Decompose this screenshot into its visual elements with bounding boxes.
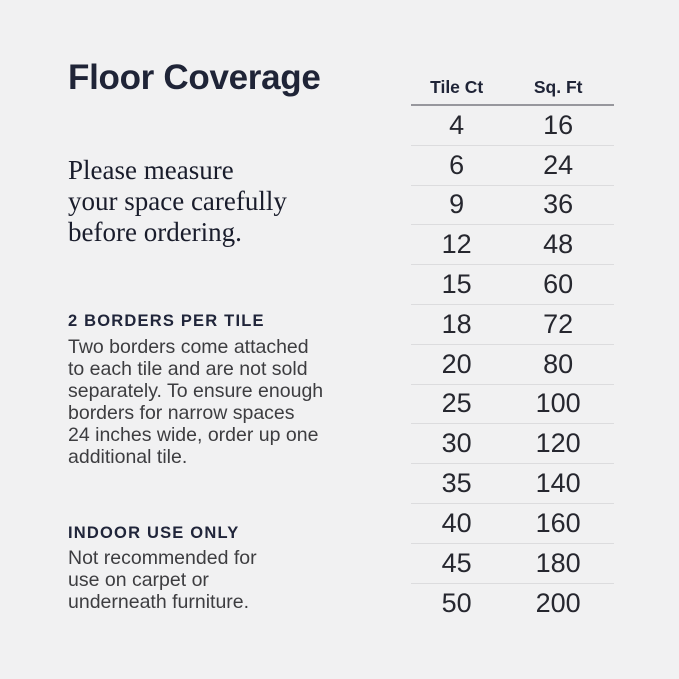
tile-count-cell: 18	[441, 308, 472, 339]
table-row: 45 180	[411, 544, 614, 584]
table-header-row: Tile Ct Sq. Ft	[411, 70, 614, 106]
measure-notice: Please measure your space carefully befo…	[68, 155, 287, 247]
column-header-tile-ct: Tile Ct	[430, 76, 484, 97]
tile-count-cell: 6	[449, 149, 465, 180]
table-row: 12 48	[411, 225, 614, 266]
tile-count-cell: 50	[441, 587, 472, 618]
sq-ft-cell: 180	[535, 547, 581, 578]
table-row: 20 80	[411, 345, 614, 385]
tile-count-cell: 40	[441, 507, 472, 538]
sq-ft-cell: 100	[535, 388, 581, 419]
table-row: 30 120	[411, 424, 614, 465]
sq-ft-cell: 16	[543, 109, 574, 140]
tile-count-cell: 9	[449, 189, 465, 220]
sq-ft-cell: 160	[535, 507, 581, 538]
table-row: 15 60	[411, 265, 614, 305]
tile-count-cell: 4	[449, 109, 465, 140]
sq-ft-cell: 24	[543, 149, 574, 180]
borders-section-body: Two borders come attached to each tile a…	[68, 336, 324, 468]
tile-count-cell: 15	[441, 269, 472, 300]
tile-count-cell: 45	[441, 547, 472, 578]
table-row: 9 36	[411, 186, 614, 226]
table-body: 4 16 6 24 9 36 12 48 15 60 18 72 20 80 25 100 30 120 35 140…	[411, 106, 614, 623]
table-row: 18 72	[411, 305, 614, 345]
borders-section-heading: 2 BORDERS PER TILE	[68, 312, 265, 330]
table-row: 4 16	[411, 106, 614, 146]
coverage-table: Tile Ct Sq. Ft 4 16 6 24 9 36 12 48 15 60 18 72 20 80…	[411, 70, 614, 623]
tile-count-cell: 30	[441, 428, 472, 459]
sq-ft-cell: 48	[543, 229, 574, 260]
table-row: 6 24	[411, 146, 614, 186]
sq-ft-cell: 36	[543, 189, 574, 220]
column-header-sq-ft: Sq. Ft	[533, 76, 583, 97]
table-row: 25 100	[411, 385, 614, 425]
tile-count-cell: 25	[441, 388, 472, 419]
sq-ft-cell: 60	[543, 269, 574, 300]
indoor-use-section-heading: INDOOR USE ONLY	[68, 524, 240, 542]
sq-ft-cell: 140	[535, 468, 581, 499]
tile-count-cell: 20	[441, 348, 472, 379]
tile-count-cell: 35	[441, 468, 472, 499]
table-row: 35 140	[411, 464, 614, 504]
sq-ft-cell: 200	[535, 587, 581, 618]
sq-ft-cell: 120	[535, 428, 581, 459]
sq-ft-cell: 72	[543, 308, 574, 339]
sq-ft-cell: 80	[543, 348, 574, 379]
indoor-use-section-body: Not recommended for use on carpet or und…	[68, 547, 257, 613]
table-row: 50 200	[411, 584, 614, 624]
table-row: 40 160	[411, 504, 614, 544]
page-title: Floor Coverage	[68, 58, 321, 97]
tile-count-cell: 12	[441, 229, 472, 260]
